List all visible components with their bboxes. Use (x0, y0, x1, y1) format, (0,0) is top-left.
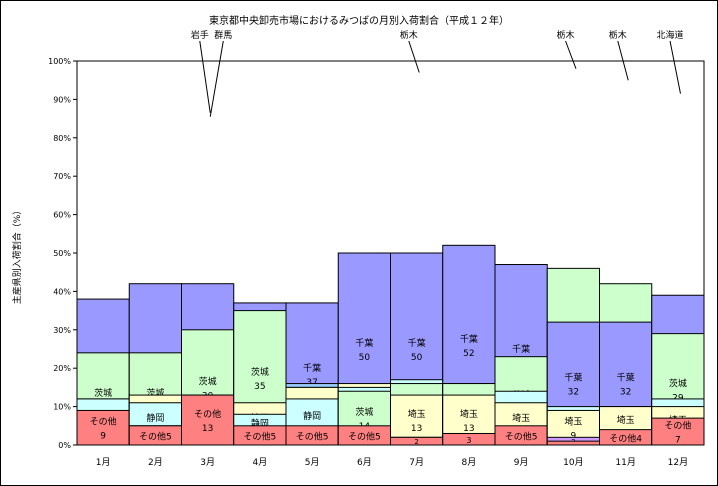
y-tick-label: 10% (53, 403, 71, 412)
callout-label: 栃木 (557, 29, 575, 41)
segment-name-value-label: その他4 (609, 432, 642, 444)
segment-value-label: 52 (463, 349, 474, 359)
y-tick-label: 80% (53, 134, 71, 143)
segment-value-label: 7 (675, 436, 681, 446)
axes: 0% 10% 20% 30% 40% 50% 60% 70% 80% 90% 100% 1月 2月 3月 4… (48, 57, 688, 468)
x-tick-label: 8月 (462, 457, 477, 468)
x-tick-label: 4月 (253, 457, 268, 468)
segment-value-label: 29 (672, 393, 684, 403)
segment-name-label: 茨城 (94, 387, 112, 399)
segment-name-label: その他 (90, 416, 117, 428)
callout-leader-line (669, 40, 681, 94)
chart-title: 東京都中央卸売市場におけるみつばの月別入荷割合（平成１２年） (209, 14, 509, 27)
segment-name-label: 千葉 (460, 333, 478, 345)
segment-value-label: 35 (254, 382, 265, 392)
x-tick-label: 2月 (148, 457, 163, 468)
bar-segment (390, 394, 444, 446)
y-tick-label: 50% (53, 249, 71, 258)
callout-leader-line (199, 40, 211, 113)
y-tick-label: 20% (53, 364, 71, 373)
segment-name-label: 千葉 (564, 372, 582, 384)
callout-leader-line (209, 40, 224, 117)
x-tick-label: 5月 (305, 457, 320, 468)
x-tick-label: 9月 (514, 457, 529, 468)
segment-name-value-label: その他5 (505, 430, 538, 442)
segment-value-label: 13 (202, 424, 213, 434)
y-tick-label: 30% (53, 326, 71, 335)
x-tick-label: 10月 (563, 457, 583, 468)
callout-leader-line (408, 40, 420, 73)
callouts: 岩手 群馬 栃木 栃木 栃木 北海道 (191, 29, 684, 117)
callout-leader-line (617, 40, 629, 81)
segment-name-label: 茨城 (251, 366, 269, 378)
segment-name-label: 埼玉 (408, 408, 426, 420)
segment-name-label: 千葉 (617, 372, 635, 384)
y-tick-label: 40% (53, 287, 71, 296)
y-axis-label: 主産県別入荷割合（%） (11, 206, 23, 305)
segment-value-label: 37 (306, 378, 317, 388)
segment-name-label: 茨城 (199, 375, 217, 387)
callout-label: 群馬 (214, 29, 232, 41)
segment-value-label: 50 (411, 353, 423, 363)
segment-name-label: 千葉 (303, 362, 321, 374)
segment-value-label: 2 (414, 438, 418, 446)
x-tick-label: 7月 (409, 457, 424, 468)
segment-name-label: 埼玉 (617, 414, 635, 426)
bar-segment (651, 417, 705, 446)
segment-value-label: 9 (571, 432, 577, 442)
x-tick-label: 6月 (357, 457, 372, 468)
segment-name-label: 千葉 (355, 337, 373, 349)
segment-name-label: 静岡 (146, 412, 164, 424)
y-tick-label: 70% (53, 172, 71, 181)
callout-label: 栃木 (609, 29, 627, 41)
segment-name-label: 埼玉 (460, 408, 478, 420)
segment-value-label: 32 (620, 388, 631, 398)
segment-name-label: その他 (194, 408, 221, 420)
callout-label: 栃木 (400, 29, 418, 41)
segment-value-label: 3 (466, 436, 471, 445)
segment-name-value-label: その他5 (139, 430, 172, 442)
segment-value-label: 13 (463, 424, 474, 434)
segment-name-value-label: その他5 (244, 430, 277, 442)
bar-segment (546, 440, 600, 446)
bar-segment (181, 394, 235, 446)
segment-name-label: 埼玉 (512, 412, 530, 424)
y-tick-label: 60% (53, 211, 71, 220)
segment-name-label: 埼玉 (564, 416, 582, 428)
segment-value-label: 13 (411, 424, 422, 434)
segment-name-label: 茨城 (355, 406, 373, 418)
segment-name-value-label: その他5 (296, 430, 329, 442)
x-tick-label: 3月 (200, 457, 215, 468)
y-tick-label: 100% (48, 57, 71, 66)
segment-name-label: 静岡 (303, 410, 321, 422)
segment-value-label: 50 (359, 353, 371, 363)
segment-name-label: 茨城 (669, 377, 687, 389)
callout-leader-line (565, 40, 577, 69)
callout-label: 北海道 (657, 29, 684, 41)
segment-name-value-label: その他5 (348, 430, 381, 442)
segment-name-label: 千葉 (408, 337, 426, 349)
segment-name-label: その他 (664, 420, 691, 432)
y-tick-label: 90% (53, 95, 71, 104)
y-tick-label: 0% (58, 441, 71, 450)
segment-name-label: 千葉 (512, 343, 530, 355)
segment-value-label: 9 (100, 432, 106, 442)
x-tick-label: 11月 (615, 457, 635, 468)
callout-label: 岩手 (191, 29, 209, 41)
bar-segment (76, 409, 130, 446)
bars: 千葉38茨城24埼玉12静岡12岩手5その他9千葉42茨城24埼玉13静岡11岩… (76, 244, 705, 446)
x-tick-label: 12月 (668, 457, 688, 468)
x-tick-label: 1月 (96, 457, 111, 468)
segment-value-label: 32 (568, 388, 579, 398)
